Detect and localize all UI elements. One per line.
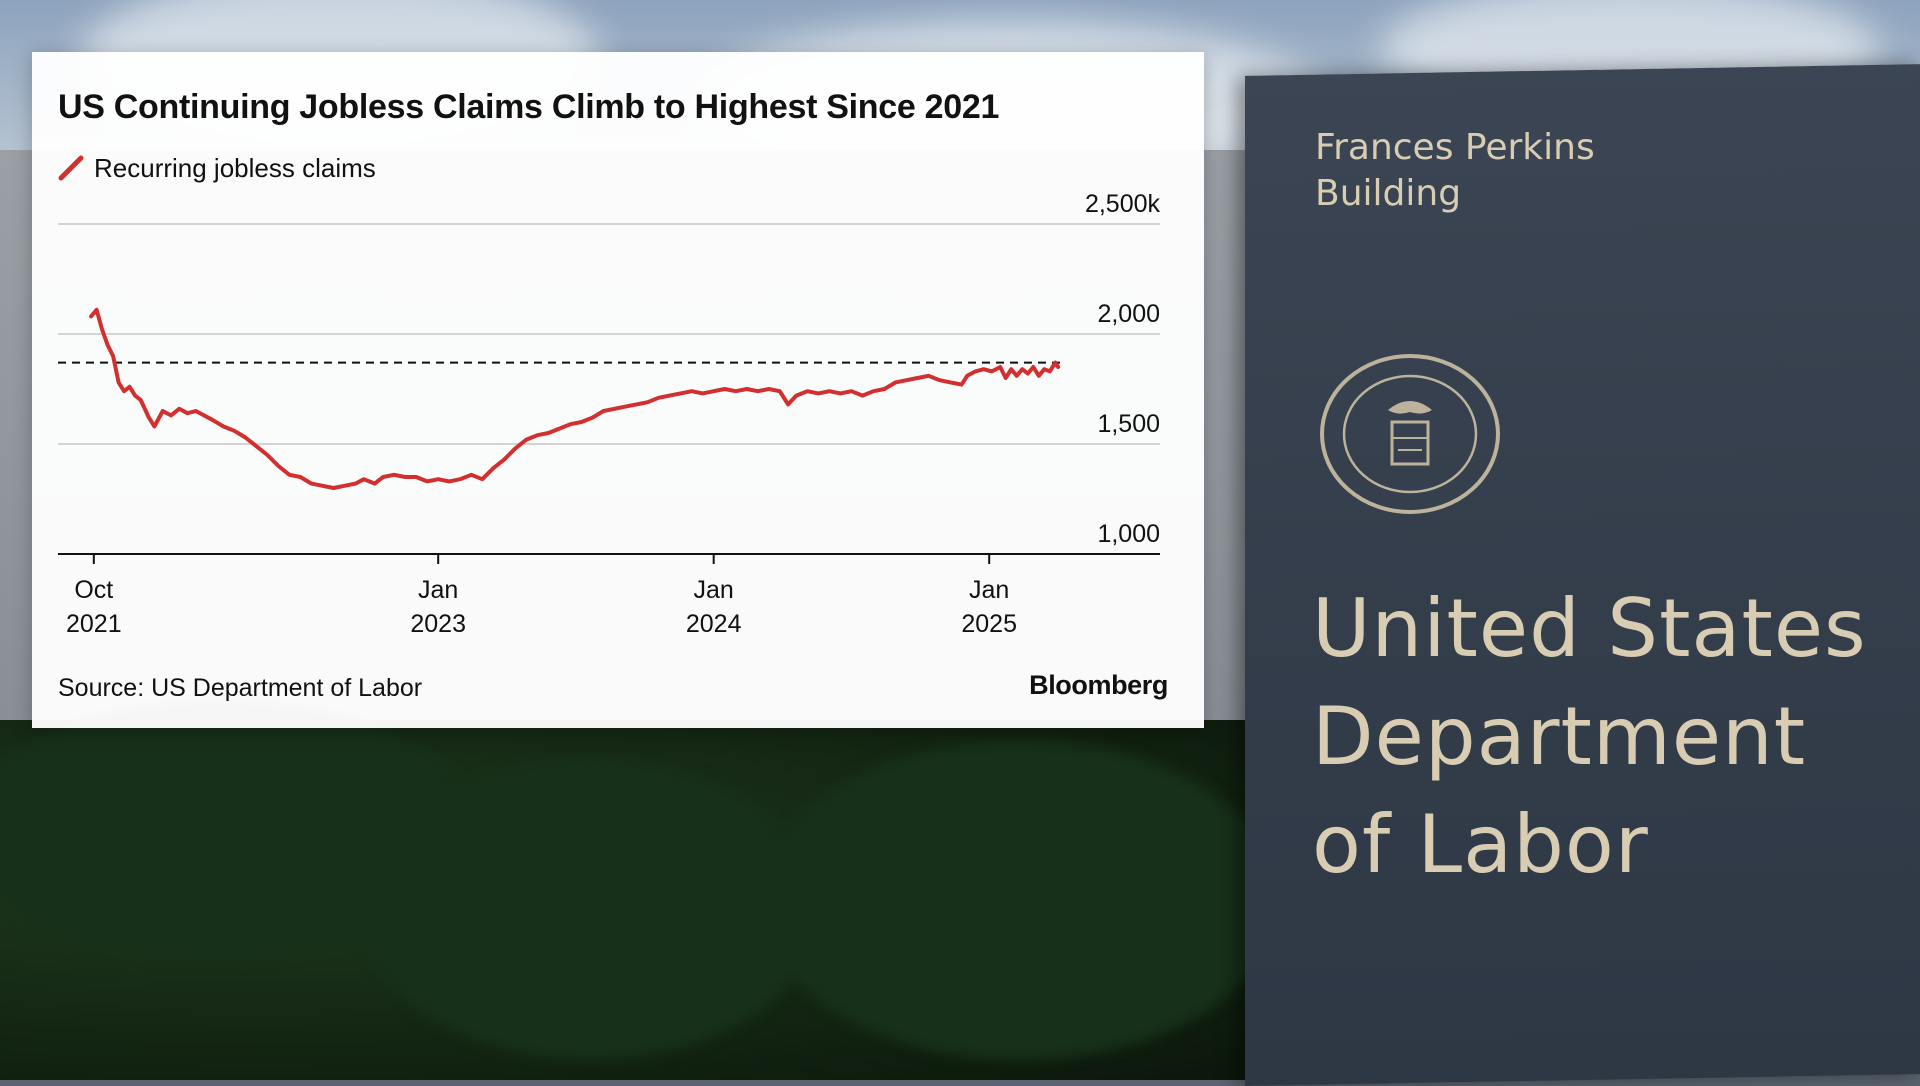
- x-tick-label: Oct: [74, 576, 113, 604]
- y-tick-label: 1,500: [1097, 410, 1160, 438]
- sign-building-name: Frances Perkins Building: [1315, 125, 1595, 217]
- x-tick-label: Jan: [694, 576, 734, 604]
- legend-line-icon: [58, 155, 84, 181]
- y-tick-label: 2,500k: [1085, 190, 1161, 218]
- chart-card: US Continuing Jobless Claims Climb to Hi…: [32, 52, 1204, 728]
- x-tick-label: 2023: [410, 610, 466, 638]
- bloomberg-logo: Bloomberg: [1029, 670, 1168, 700]
- seal-icon: [1320, 354, 1500, 514]
- x-tick-label: 2021: [66, 610, 122, 638]
- y-tick-label: 1,000: [1097, 520, 1160, 548]
- sign-line: United States: [1312, 582, 1867, 675]
- chart-legend: Recurring jobless claims: [58, 150, 376, 186]
- sign-line: Building: [1315, 173, 1462, 214]
- chart-title: US Continuing Jobless Claims Climb to Hi…: [58, 88, 1000, 126]
- series-line: [89, 307, 1061, 490]
- source-note: Source: US Department of Labor: [58, 674, 423, 702]
- legend-label: Recurring jobless claims: [94, 152, 376, 183]
- line-chart: 2,500k 2,000 1,500 1,000 Oct 2021 Jan 2023 Jan 20…: [58, 190, 1161, 638]
- x-tick-label: Jan: [969, 576, 1009, 604]
- tree-foliage: [360, 760, 820, 1060]
- x-tick-label: 2025: [961, 610, 1017, 638]
- x-tick-label: Jan: [418, 576, 458, 604]
- tree-foliage: [760, 740, 1280, 1060]
- sign-department-name: United States Department of Labor: [1312, 575, 1867, 899]
- x-tick-label: 2024: [686, 610, 742, 638]
- trees: [0, 700, 1280, 1080]
- sign-line: Frances Perkins: [1315, 127, 1595, 168]
- sign-line: of Labor: [1312, 798, 1649, 891]
- y-tick-label: 2,000: [1097, 300, 1160, 328]
- sign-line: Department: [1312, 690, 1807, 783]
